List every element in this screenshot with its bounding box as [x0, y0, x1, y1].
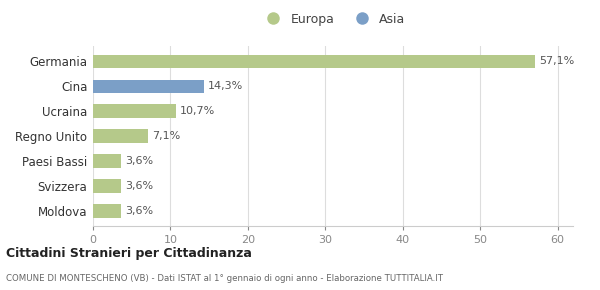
Text: 10,7%: 10,7% [180, 106, 215, 116]
Bar [93, 79, 204, 93]
Legend: Europa, Asia: Europa, Asia [260, 13, 406, 26]
Text: 57,1%: 57,1% [539, 57, 574, 66]
Text: 3,6%: 3,6% [125, 156, 153, 166]
Bar [93, 204, 121, 218]
Text: 14,3%: 14,3% [208, 81, 243, 91]
Bar [93, 154, 121, 168]
Bar [93, 104, 176, 118]
Text: 3,6%: 3,6% [125, 181, 153, 191]
Bar [93, 179, 121, 193]
Text: 3,6%: 3,6% [125, 206, 153, 216]
Bar [93, 129, 148, 143]
Text: Cittadini Stranieri per Cittadinanza: Cittadini Stranieri per Cittadinanza [6, 247, 252, 260]
Bar [93, 55, 535, 68]
Text: COMUNE DI MONTESCHENO (VB) - Dati ISTAT al 1° gennaio di ogni anno - Elaborazion: COMUNE DI MONTESCHENO (VB) - Dati ISTAT … [6, 274, 443, 283]
Text: 7,1%: 7,1% [152, 131, 180, 141]
